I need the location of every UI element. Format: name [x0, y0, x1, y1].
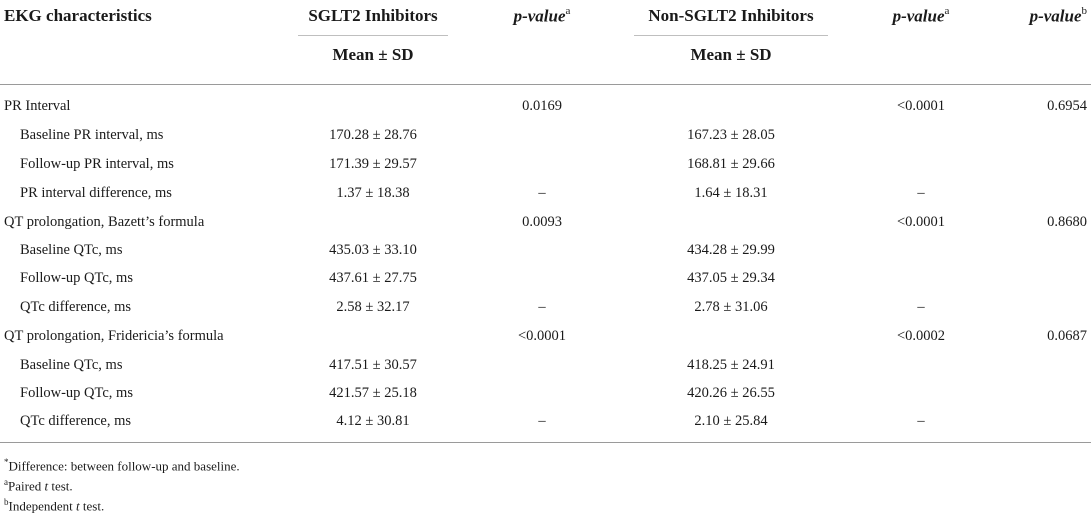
row-sglt2-value: 1.37 ± 18.38	[336, 185, 410, 201]
header-non-sglt2-stat: Mean ± SD	[690, 45, 772, 64]
footnote-paired-t-test: aPaired t test.	[4, 477, 73, 494]
row-p-value-a-sglt2: 0.0169	[522, 98, 562, 114]
header-p-value-b: p-valueb	[1029, 5, 1087, 26]
row-p-value-b: 0.8680	[1047, 214, 1087, 230]
row-label: Baseline PR interval, ms	[20, 127, 164, 143]
row-sglt2-value: 2.58 ± 32.17	[336, 299, 410, 315]
header-divider	[0, 84, 1091, 85]
header-non-sglt2-inhibitors: Non-SGLT2 Inhibitors	[648, 6, 814, 25]
row-sglt2-value: 437.61 ± 27.75	[329, 270, 417, 286]
row-label: Follow-up QTc, ms	[20, 270, 133, 286]
header-p-value-a-sglt2: p-valuea	[513, 5, 571, 26]
row-sglt2-value: 171.39 ± 29.57	[329, 156, 417, 172]
row-sglt2-value: 170.28 ± 28.76	[329, 127, 417, 143]
row-non-sglt2-value: 434.28 ± 29.99	[687, 242, 775, 258]
header-non-sglt2-underline	[634, 35, 828, 36]
row-label: Baseline QTc, ms	[20, 242, 123, 258]
row-label: Baseline QTc, ms	[20, 357, 123, 373]
row-non-sglt2-value: 418.25 ± 24.91	[687, 357, 775, 373]
row-non-sglt2-value: 167.23 ± 28.05	[687, 127, 775, 143]
row-label: PR interval difference, ms	[20, 185, 172, 201]
footnote-independent-t-test: bIndependent t test.	[4, 497, 105, 514]
row-p-value-a-non-sglt2: –	[917, 185, 925, 201]
row-label: Follow-up QTc, ms	[20, 385, 133, 401]
row-label: QT prolongation, Bazett’s formula	[4, 214, 205, 230]
row-sglt2-value: 421.57 ± 25.18	[329, 385, 417, 401]
row-p-value-a-sglt2: –	[538, 185, 546, 201]
row-p-value-a-non-sglt2: –	[917, 299, 925, 315]
row-non-sglt2-value: 168.81 ± 29.66	[687, 156, 775, 172]
row-p-value-b: 0.6954	[1047, 98, 1087, 114]
row-p-value-a-non-sglt2: –	[917, 413, 925, 429]
row-p-value-a-sglt2: –	[538, 413, 546, 429]
row-p-value-a-non-sglt2: <0.0002	[896, 328, 946, 344]
row-sglt2-value: 435.03 ± 33.10	[329, 242, 417, 258]
row-non-sglt2-value: 2.78 ± 31.06	[694, 299, 768, 315]
row-non-sglt2-value: 2.10 ± 25.84	[694, 413, 768, 429]
row-sglt2-value: 4.12 ± 30.81	[336, 413, 410, 429]
row-label: PR Interval	[4, 98, 71, 114]
header-sglt2-underline	[298, 35, 448, 36]
row-sglt2-value: 417.51 ± 30.57	[329, 357, 417, 373]
row-p-value-a-non-sglt2: <0.0001	[896, 98, 946, 114]
row-label: QTc difference, ms	[20, 413, 132, 429]
header-sglt2-inhibitors: SGLT2 Inhibitors	[308, 6, 438, 25]
footnote-difference: *Difference: between follow-up and basel…	[4, 457, 240, 474]
row-non-sglt2-value: 420.26 ± 26.55	[687, 385, 775, 401]
header-ekg-characteristics: EKG characteristics	[4, 6, 152, 25]
row-label: QT prolongation, Fridericia’s formula	[4, 328, 224, 344]
row-non-sglt2-value: 1.64 ± 18.31	[694, 185, 768, 201]
row-p-value-a-sglt2: <0.0001	[517, 328, 567, 344]
row-label: Follow-up PR interval, ms	[20, 156, 174, 172]
row-p-value-a-sglt2: –	[538, 299, 546, 315]
header-p-value-a-non-sglt2: p-valuea	[892, 5, 950, 26]
row-p-value-a-non-sglt2: <0.0001	[896, 214, 946, 230]
row-p-value-b: 0.0687	[1047, 328, 1087, 344]
row-p-value-a-sglt2: 0.0093	[522, 214, 562, 230]
row-label: QTc difference, ms	[20, 299, 132, 315]
row-non-sglt2-value: 437.05 ± 29.34	[687, 270, 775, 286]
header-sglt2-stat: Mean ± SD	[332, 45, 414, 64]
table-bottom-divider	[0, 442, 1091, 443]
